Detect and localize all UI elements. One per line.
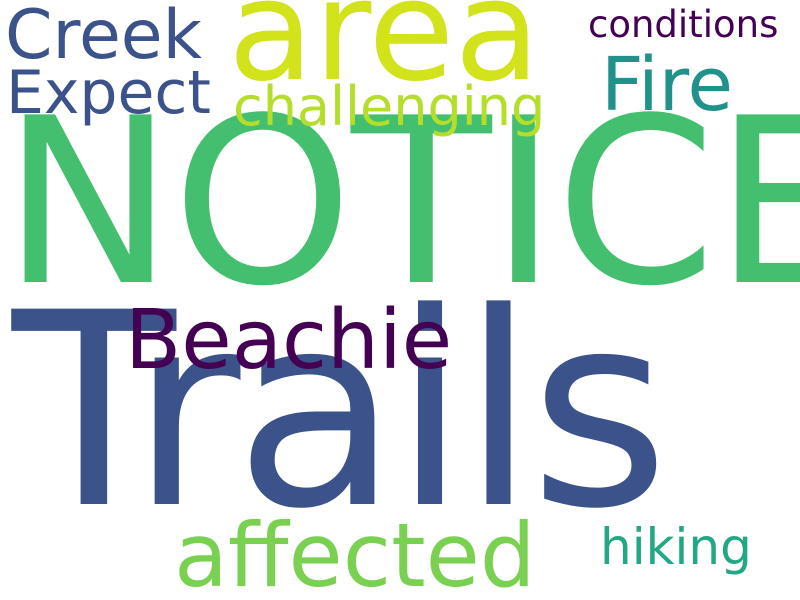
- word-conditions: conditions: [588, 3, 779, 46]
- word-trails: Trails: [12, 256, 669, 568]
- word-affected: affected: [174, 504, 536, 600]
- word-hiking: hiking: [600, 518, 752, 576]
- word-area: area: [228, 0, 541, 113]
- word-challenging: challenging: [233, 75, 546, 138]
- word-expect: Expect: [6, 58, 211, 128]
- word-beachie: Beachie: [125, 293, 453, 388]
- word-notice: NOTICE: [2, 70, 800, 337]
- word-creek: Creek: [5, 0, 202, 75]
- word-fire: Fire: [601, 42, 734, 128]
